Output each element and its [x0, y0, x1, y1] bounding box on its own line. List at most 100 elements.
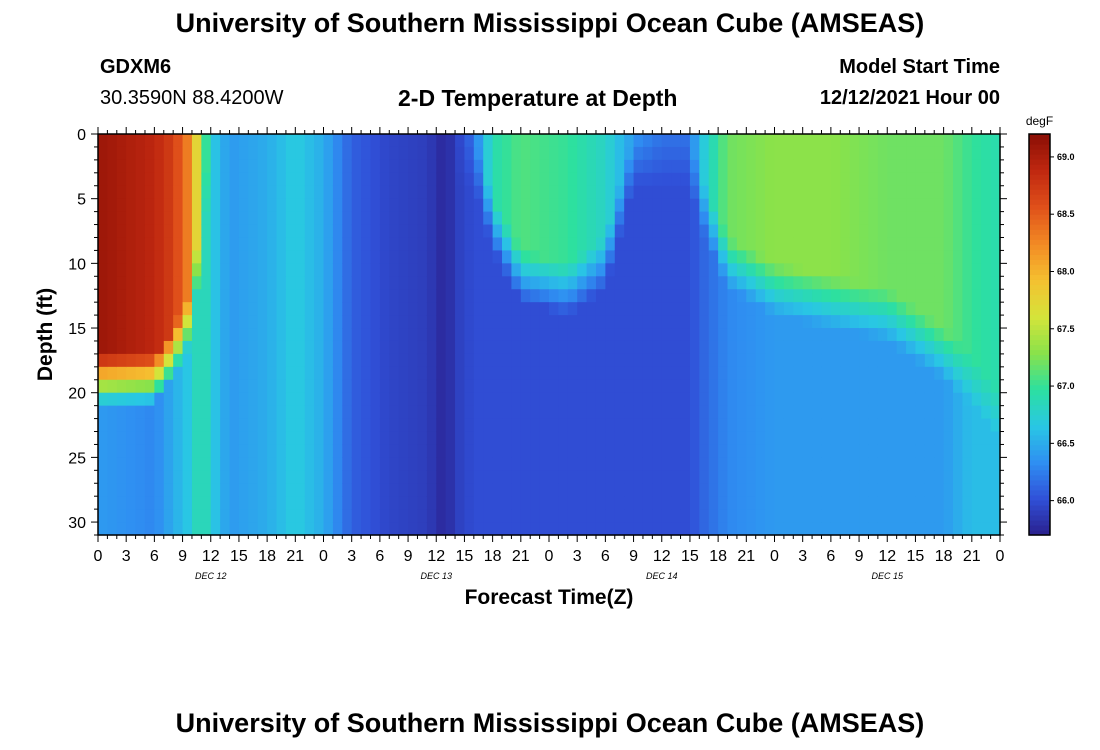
heatmap-cell [144, 263, 155, 277]
heatmap-cell [577, 496, 588, 510]
heatmap-cell [868, 263, 879, 277]
heatmap-cell [774, 211, 785, 226]
heatmap-cell [652, 392, 663, 407]
heatmap-cell [812, 522, 823, 536]
heatmap-cell [614, 522, 625, 536]
colorbar-segment [1029, 174, 1050, 180]
heatmap-cell [896, 522, 907, 536]
x-tick-label: 12 [202, 548, 220, 565]
heatmap-cell [314, 134, 325, 148]
x-tick-label: 15 [907, 548, 925, 565]
heatmap-cell [802, 198, 813, 213]
heatmap-cell [567, 340, 578, 355]
heatmap-cell [436, 405, 447, 420]
heatmap-cell [539, 146, 550, 161]
heatmap-cell [718, 289, 729, 303]
heatmap-cell [473, 392, 484, 407]
colorbar-segment [1029, 324, 1050, 331]
heatmap-cell [464, 431, 475, 446]
heatmap-cell [520, 198, 531, 213]
heatmap-cell [398, 302, 409, 316]
heatmap-cell [661, 315, 672, 329]
heatmap-cell [755, 366, 766, 381]
heatmap-cell [727, 185, 738, 200]
heatmap-cell [877, 185, 888, 200]
heatmap-cell [689, 457, 700, 471]
heatmap-cell [971, 431, 982, 446]
heatmap-cell [962, 263, 973, 277]
heatmap-cell [586, 263, 597, 277]
heatmap-cell [483, 315, 494, 329]
heatmap-cell [342, 172, 353, 187]
heatmap-cell [210, 302, 221, 316]
heatmap-cell [671, 483, 682, 497]
heatmap-cell [520, 146, 531, 161]
heatmap-cell [502, 470, 513, 484]
heatmap-cell [642, 263, 653, 277]
heatmap-cell [445, 340, 456, 355]
heatmap-cell [408, 328, 419, 342]
heatmap-cell [135, 146, 146, 161]
heatmap-cell [323, 159, 334, 174]
heatmap-cell [502, 159, 513, 174]
heatmap-cell [295, 250, 306, 264]
heatmap-cell [877, 496, 888, 510]
heatmap-cell [793, 470, 804, 484]
heatmap-cell [408, 405, 419, 420]
heatmap-cell [802, 379, 813, 394]
heatmap-cell [464, 470, 475, 484]
heatmap-cell [605, 185, 616, 200]
heatmap-cell [868, 496, 879, 510]
heatmap-cell [689, 185, 700, 200]
heatmap-cell [173, 289, 184, 303]
colorbar-segment [1029, 164, 1050, 170]
heatmap-cell [877, 276, 888, 290]
heatmap-cell [379, 509, 390, 523]
heatmap-cell [135, 315, 146, 329]
heatmap-cell [257, 211, 268, 226]
heatmap-cell [953, 198, 964, 213]
heatmap-cell [934, 237, 945, 252]
heatmap-cell [699, 457, 710, 471]
heatmap-cell [727, 522, 738, 536]
heatmap-cell [943, 146, 954, 161]
heatmap-cell [116, 496, 127, 510]
heatmap-cell [680, 444, 691, 458]
heatmap-cell [520, 263, 531, 277]
heatmap-cell [868, 289, 879, 303]
heatmap-cell [633, 198, 644, 213]
heatmap-cell [934, 134, 945, 148]
heatmap-cell [370, 211, 381, 226]
heatmap-cell [116, 418, 127, 433]
heatmap-cell [727, 250, 738, 264]
heatmap-cell [549, 146, 559, 161]
heatmap-cell [821, 237, 832, 252]
heatmap-cell [351, 392, 362, 407]
heatmap-cell [642, 392, 653, 407]
heatmap-cell [830, 198, 841, 213]
heatmap-cell [981, 328, 992, 342]
heatmap-cell [267, 509, 278, 523]
heatmap-cell [915, 159, 926, 174]
heatmap-cell [492, 224, 503, 239]
heatmap-cell [642, 198, 653, 213]
heatmap-cell [718, 172, 729, 187]
heatmap-cell [558, 470, 569, 484]
heatmap-cell [915, 340, 926, 355]
heatmap-cell [595, 483, 606, 497]
heatmap-cell [473, 237, 484, 252]
heatmap-cell [389, 483, 400, 497]
heatmap-cell [962, 289, 973, 303]
heatmap-cell [492, 302, 503, 316]
heatmap-cell [257, 146, 268, 161]
heatmap-cell [445, 496, 456, 510]
heatmap-cell [276, 353, 287, 368]
heatmap-cell [492, 522, 503, 536]
heatmap-cell [652, 198, 663, 213]
heatmap-cell [220, 250, 231, 264]
heatmap-cell [210, 353, 221, 368]
heatmap-cell [144, 276, 155, 290]
heatmap-cell [285, 146, 296, 161]
heatmap-cell [689, 172, 700, 187]
heatmap-cell [295, 457, 306, 471]
